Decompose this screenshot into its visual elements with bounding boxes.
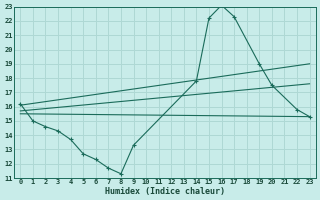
- X-axis label: Humidex (Indice chaleur): Humidex (Indice chaleur): [105, 187, 225, 196]
